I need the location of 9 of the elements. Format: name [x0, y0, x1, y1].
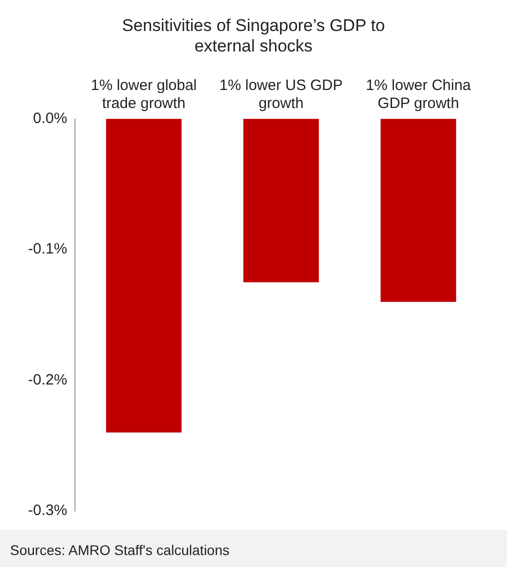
- source-note: Sources: AMRO Staff's calculations: [10, 542, 231, 558]
- y-tick-label: -0.3%: [28, 502, 68, 520]
- x-tick-label: 1% lower US GDP growth: [219, 76, 343, 112]
- x-tick-label: 1% lower global trade growth: [90, 76, 197, 112]
- x-tick-label: 1% lower China GDP growth: [366, 76, 472, 112]
- chart-title: Sensitivities of Singapore’s GDP to external shocks: [122, 16, 386, 56]
- y-tick-label: 0.0%: [32, 110, 68, 127]
- y-tick-label: -0.2%: [28, 371, 68, 388]
- y-tick-label: -0.1%: [28, 240, 68, 258]
